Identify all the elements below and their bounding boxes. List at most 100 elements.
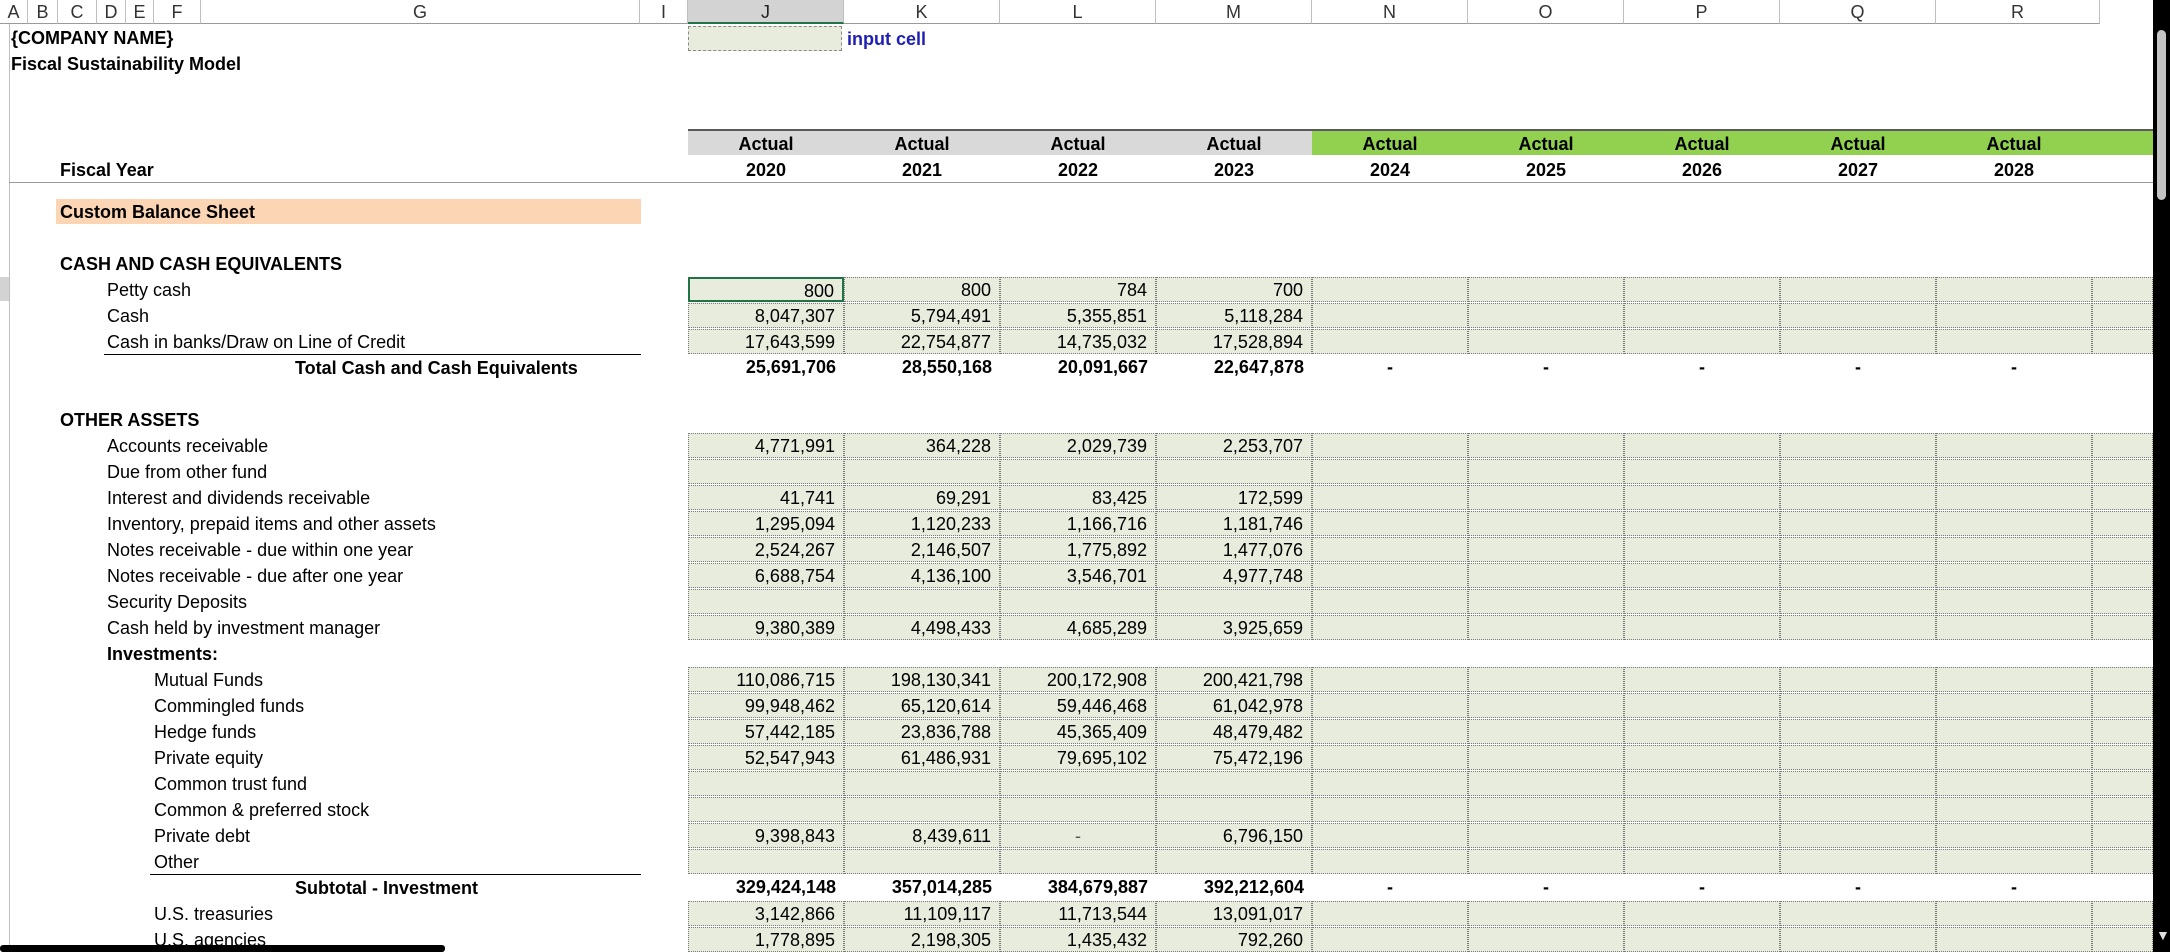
horizontal-scrollbar[interactable] — [0, 945, 445, 952]
input-cell[interactable] — [2092, 329, 2153, 354]
input-cell[interactable] — [688, 589, 844, 614]
input-cell[interactable] — [1780, 823, 1936, 848]
column-header-j[interactable]: J — [688, 0, 844, 24]
total-cell[interactable]: - — [1543, 877, 1549, 897]
input-cell[interactable]: 1,435,432 — [1000, 927, 1156, 952]
input-cell[interactable]: 2,524,267 — [688, 537, 844, 562]
input-cell[interactable] — [1468, 459, 1624, 484]
vertical-scrollbar[interactable]: ▼ — [2153, 0, 2170, 952]
period-type-cell[interactable]: Actual — [1468, 129, 1624, 155]
column-header-e[interactable]: E — [126, 0, 154, 24]
column-header-p[interactable]: P — [1624, 0, 1780, 24]
input-cell[interactable] — [2092, 589, 2153, 614]
input-cell[interactable]: 172,599 — [1156, 485, 1312, 510]
input-cell[interactable] — [1780, 537, 1936, 562]
input-cell[interactable] — [1468, 719, 1624, 744]
input-cell[interactable] — [1468, 329, 1624, 354]
column-header-f[interactable]: F — [154, 0, 201, 24]
input-cell[interactable] — [2092, 511, 2153, 536]
input-cell[interactable]: 52,547,943 — [688, 745, 844, 770]
input-cell[interactable] — [1468, 823, 1624, 848]
row-header-gutter[interactable] — [0, 24, 10, 952]
input-cell[interactable] — [688, 797, 844, 822]
input-cell[interactable] — [1780, 589, 1936, 614]
input-cell[interactable]: 198,130,341 — [844, 667, 1000, 692]
input-cell[interactable]: 2,253,707 — [1156, 433, 1312, 458]
input-cell[interactable] — [1624, 303, 1780, 328]
input-cell[interactable] — [1936, 485, 2092, 510]
scroll-down-arrow-icon[interactable]: ▼ — [2156, 927, 2170, 943]
input-cell[interactable] — [844, 771, 1000, 796]
column-header-d[interactable]: D — [97, 0, 126, 24]
input-cell[interactable] — [1468, 849, 1624, 874]
fiscal-year-cell[interactable]: 2026 — [1681, 160, 1723, 180]
input-cell[interactable] — [1780, 485, 1936, 510]
input-cell[interactable] — [1312, 485, 1468, 510]
input-cell[interactable] — [2092, 797, 2153, 822]
input-cell[interactable] — [844, 849, 1000, 874]
input-cell[interactable] — [1780, 927, 1936, 952]
input-cell[interactable] — [1780, 329, 1936, 354]
input-cell[interactable] — [688, 459, 844, 484]
total-cell[interactable]: 329,424,148 — [735, 877, 836, 897]
input-cell[interactable] — [1468, 667, 1624, 692]
input-cell[interactable] — [1936, 511, 2092, 536]
input-cell[interactable] — [1468, 901, 1624, 926]
input-cell[interactable] — [2092, 927, 2153, 952]
period-type-cell[interactable]: Actual — [1312, 129, 1468, 155]
input-cell[interactable]: 8,439,611 — [844, 823, 1000, 848]
input-cell[interactable] — [1624, 797, 1780, 822]
input-cell[interactable] — [1780, 797, 1936, 822]
input-cell[interactable] — [1780, 771, 1936, 796]
input-cell[interactable]: 4,136,100 — [844, 563, 1000, 588]
input-cell-sample[interactable] — [688, 26, 842, 51]
input-cell[interactable]: 700 — [1156, 277, 1312, 302]
input-cell[interactable] — [2092, 901, 2153, 926]
input-cell[interactable] — [1312, 667, 1468, 692]
input-cell[interactable] — [1624, 433, 1780, 458]
input-cell[interactable]: 41,741 — [688, 485, 844, 510]
input-cell[interactable] — [1156, 849, 1312, 874]
input-cell[interactable] — [2092, 771, 2153, 796]
column-header-b[interactable]: B — [28, 0, 58, 24]
input-cell[interactable] — [1312, 329, 1468, 354]
input-cell[interactable]: 57,442,185 — [688, 719, 844, 744]
input-cell[interactable] — [1780, 849, 1936, 874]
total-cell[interactable]: 28,550,168 — [901, 357, 992, 377]
input-cell[interactable]: 69,291 — [844, 485, 1000, 510]
input-cell[interactable]: 4,771,991 — [688, 433, 844, 458]
input-cell[interactable] — [2092, 615, 2153, 640]
input-cell[interactable] — [1624, 563, 1780, 588]
input-cell[interactable] — [2092, 537, 2153, 562]
input-cell[interactable] — [1624, 615, 1780, 640]
input-cell[interactable]: 17,528,894 — [1156, 329, 1312, 354]
input-cell[interactable] — [1624, 901, 1780, 926]
input-cell[interactable] — [2092, 719, 2153, 744]
fiscal-year-cell[interactable]: 2024 — [1369, 160, 1411, 180]
input-cell[interactable] — [2092, 303, 2153, 328]
input-cell[interactable] — [1780, 277, 1936, 302]
input-cell[interactable] — [1156, 589, 1312, 614]
input-cell[interactable] — [1468, 693, 1624, 718]
input-cell[interactable] — [1468, 485, 1624, 510]
input-cell[interactable]: 792,260 — [1156, 927, 1312, 952]
period-type-cell[interactable]: Actual — [1156, 129, 1312, 155]
input-cell[interactable] — [1624, 589, 1780, 614]
input-cell[interactable] — [2092, 459, 2153, 484]
input-cell[interactable] — [1468, 563, 1624, 588]
input-cell[interactable]: 800 — [688, 277, 844, 302]
total-cell[interactable]: - — [1699, 877, 1705, 897]
period-type-cell[interactable]: Actual — [1624, 129, 1780, 155]
column-header-a[interactable]: A — [0, 0, 28, 24]
input-cell[interactable] — [1936, 901, 2092, 926]
total-cell[interactable]: - — [2011, 877, 2017, 897]
total-cell[interactable]: - — [1855, 877, 1861, 897]
input-cell[interactable] — [1624, 329, 1780, 354]
fiscal-year-cell[interactable]: 2028 — [1993, 160, 2035, 180]
input-cell[interactable]: 1,295,094 — [688, 511, 844, 536]
column-header-g[interactable]: G — [201, 0, 640, 24]
input-cell[interactable] — [1780, 511, 1936, 536]
input-cell[interactable] — [2092, 433, 2153, 458]
input-cell[interactable]: 4,498,433 — [844, 615, 1000, 640]
input-cell[interactable] — [2092, 277, 2153, 302]
